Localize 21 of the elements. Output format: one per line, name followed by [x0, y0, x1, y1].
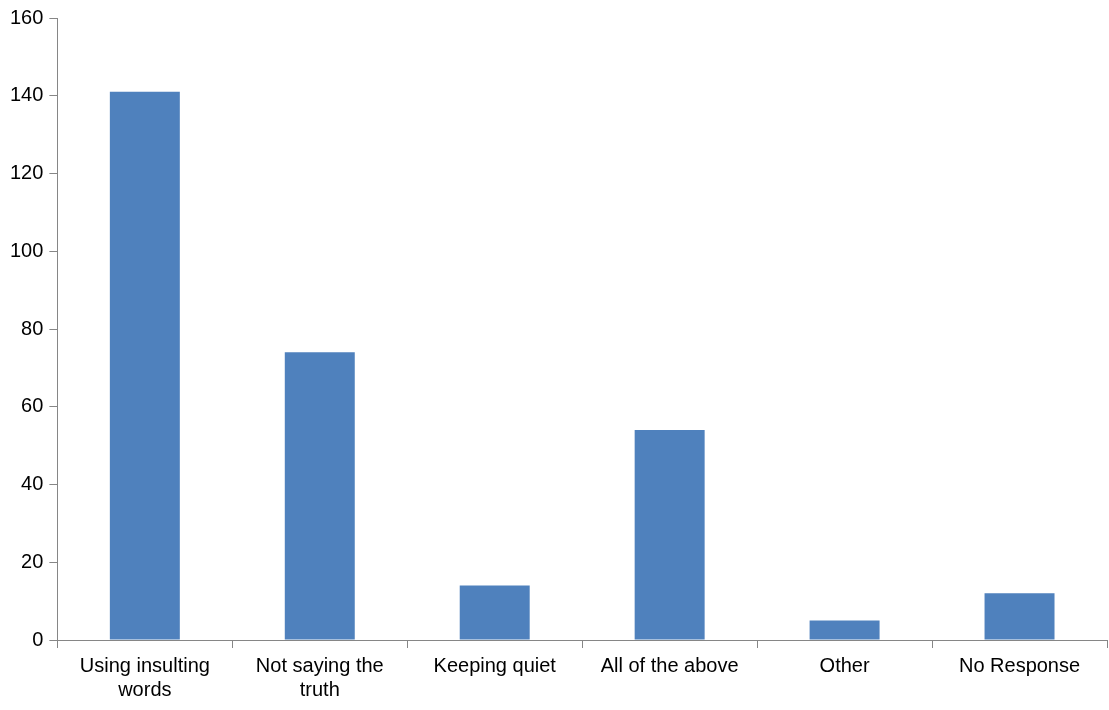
y-tick-label: 60 [21, 394, 44, 417]
bar [984, 593, 1055, 640]
y-tick-label: 40 [21, 472, 44, 495]
y-tick-label: 120 [9, 161, 44, 184]
x-tick-label: All of the above [600, 653, 739, 676]
x-tick-label: Keeping quiet [433, 653, 557, 676]
x-tick-label: Other [819, 653, 870, 676]
y-tick-label: 20 [21, 549, 44, 572]
y-tick-label: 140 [9, 83, 44, 106]
y-tick-label: 80 [21, 316, 44, 339]
bar [459, 585, 530, 640]
bar [284, 352, 355, 640]
x-tick-label: Not saying the truth [255, 653, 384, 700]
bar [634, 430, 705, 640]
x-tick-label: Using insulting words [79, 653, 210, 700]
y-tick-label: 160 [9, 5, 44, 28]
bar [109, 91, 180, 640]
bar [809, 620, 880, 640]
y-tick-label: 0 [32, 627, 44, 650]
y-tick-label: 100 [9, 238, 44, 261]
x-tick-label: No Response [958, 653, 1081, 676]
